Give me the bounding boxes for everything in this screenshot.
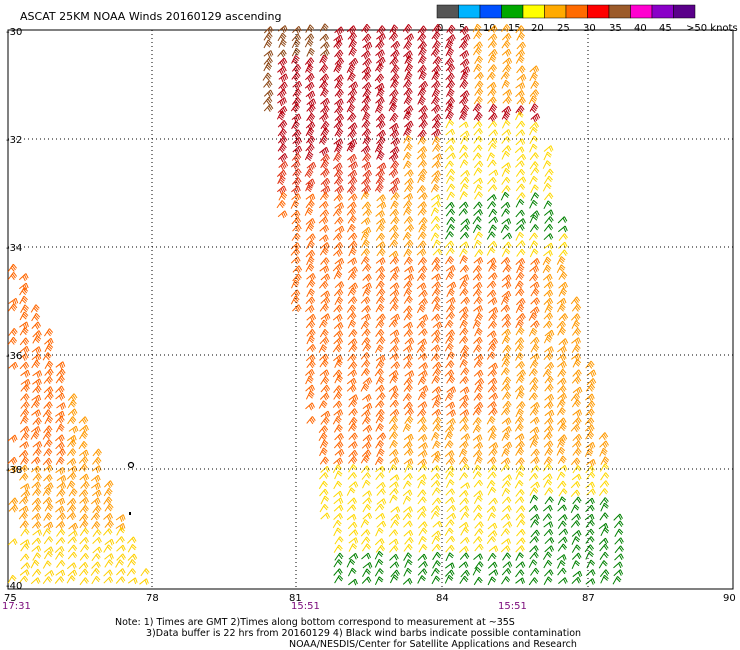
legend-swatch (673, 4, 696, 19)
lon-label-87: 87 (582, 593, 595, 604)
legend-label: 0 (437, 23, 443, 34)
legend-label: 35 (609, 23, 622, 34)
wind-barb-group (276, 152, 401, 195)
map-title: ASCAT 25KM NOAA Winds 20160129 ascending (20, 10, 281, 23)
lat-label-32: -32 (6, 135, 22, 146)
lat-label-40: -40 (6, 581, 22, 592)
note-line-1: Note: 1) Times are GMT 2)Times along bot… (115, 617, 515, 628)
note-line-3: NOAA/NESDIS/Center for Satellite Applica… (289, 639, 577, 650)
wind-barb-group (318, 111, 610, 553)
wind-barb-group (8, 393, 126, 531)
legend-label: 45 (659, 23, 672, 34)
legend-label: 5 (459, 23, 465, 34)
map-frame (7, 29, 734, 590)
legend-swatch (651, 4, 674, 19)
gridlines (8, 30, 733, 589)
lon-label-78: 78 (146, 593, 159, 604)
wind-barb-group (7, 527, 150, 586)
lon-label-75: 75 (4, 593, 17, 604)
wind-barb-group (333, 191, 625, 586)
wind-barb-group (7, 263, 66, 466)
legend-swatch (587, 4, 610, 19)
legend-label: 40 (634, 23, 647, 34)
time-label-east-2: 15:51 (498, 601, 527, 612)
legend-swatch (565, 4, 588, 19)
legend-label: 10 (483, 23, 496, 34)
west-swath-barbs (7, 263, 150, 586)
legend-label: 25 (557, 23, 570, 34)
legend-label: >50 knots (686, 23, 738, 34)
legend-swatch (436, 4, 459, 19)
legend-swatch (630, 4, 653, 19)
lat-label-34: -34 (6, 243, 22, 254)
east-swath-barbs (262, 23, 625, 586)
legend-label: 30 (583, 23, 596, 34)
legend-swatch (458, 4, 481, 19)
lon-label-84: 84 (436, 593, 449, 604)
wind-barb-group (276, 23, 541, 163)
legend-label: 20 (531, 23, 544, 34)
legend-label: 15 (508, 23, 521, 34)
legend-swatch (479, 4, 502, 19)
wind-barb-group (262, 23, 330, 112)
time-label-east-1: 15:51 (291, 601, 320, 612)
wind-speed-legend: 0 5 10 15 20 25 30 35 40 45 >50 knots (436, 4, 738, 34)
contamination-marker (127, 461, 135, 469)
legend-swatch (544, 4, 567, 19)
lat-label-38: -38 (6, 465, 22, 476)
note-line-2: 3)Data buffer is 22 hrs from 20160129 4)… (146, 628, 581, 639)
lon-label-90: 90 (723, 593, 736, 604)
legend-swatch (501, 4, 524, 19)
lat-label-36: -36 (6, 351, 22, 362)
time-label-west: 17:31 (2, 601, 31, 612)
legend-swatch (608, 4, 631, 19)
lon-label-81: 81 (289, 593, 302, 604)
wind-barb-group (360, 23, 610, 467)
contamination-marker-2 (129, 512, 131, 515)
wind-barb-group (276, 191, 541, 466)
legend-swatch (522, 4, 545, 19)
lat-label-30: -30 (6, 27, 22, 38)
